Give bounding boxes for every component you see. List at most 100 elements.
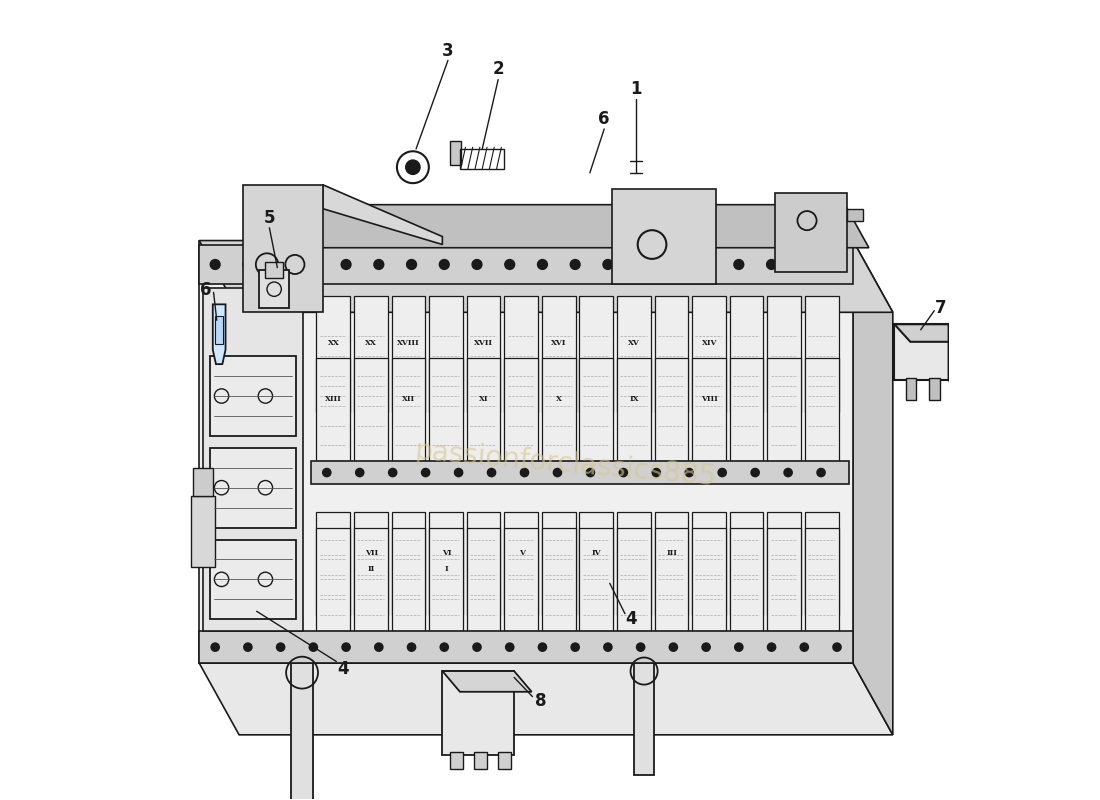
Circle shape — [636, 260, 646, 270]
Bar — [317, 527, 350, 631]
Circle shape — [669, 260, 678, 270]
Bar — [263, 205, 845, 217]
Circle shape — [768, 643, 776, 651]
Bar — [392, 527, 426, 631]
Bar — [613, 189, 716, 285]
Bar — [429, 296, 463, 412]
Polygon shape — [212, 304, 226, 364]
Bar — [805, 527, 838, 631]
Bar — [729, 527, 763, 631]
Polygon shape — [847, 209, 862, 221]
Bar — [768, 296, 801, 412]
Text: 6: 6 — [200, 281, 211, 299]
Bar — [617, 296, 651, 412]
Circle shape — [473, 643, 481, 651]
Text: XI: XI — [480, 395, 488, 403]
Circle shape — [718, 469, 726, 477]
Bar — [504, 296, 538, 412]
Text: IV: IV — [592, 549, 602, 557]
Circle shape — [685, 469, 693, 477]
Circle shape — [734, 260, 744, 270]
Polygon shape — [263, 205, 869, 248]
Bar — [450, 751, 463, 769]
Bar — [466, 358, 500, 462]
Bar — [580, 296, 613, 412]
Bar — [692, 358, 726, 462]
Circle shape — [603, 260, 613, 270]
Bar — [498, 751, 510, 769]
Text: passionforclassics885: passionforclassics885 — [414, 437, 718, 491]
Bar — [617, 358, 651, 462]
Circle shape — [751, 469, 759, 477]
Bar — [805, 296, 838, 412]
Circle shape — [374, 260, 384, 270]
Bar — [317, 296, 350, 412]
Polygon shape — [442, 671, 531, 692]
Polygon shape — [852, 241, 893, 735]
Bar — [354, 296, 387, 412]
Bar — [460, 149, 504, 169]
Circle shape — [833, 643, 842, 651]
Bar — [450, 141, 461, 165]
Text: VIII: VIII — [701, 395, 718, 403]
Circle shape — [801, 643, 808, 651]
Circle shape — [309, 643, 317, 651]
Bar — [392, 512, 426, 615]
Bar — [199, 245, 853, 285]
Bar — [776, 193, 847, 273]
Bar — [504, 358, 538, 462]
Text: XVIII: XVIII — [397, 338, 420, 346]
Circle shape — [309, 260, 318, 270]
Bar — [542, 296, 575, 412]
Bar — [542, 527, 575, 631]
Text: X: X — [557, 395, 562, 403]
Text: V: V — [518, 549, 525, 557]
Circle shape — [619, 469, 627, 477]
Bar — [263, 217, 845, 241]
Bar — [204, 288, 302, 631]
Circle shape — [817, 469, 825, 477]
Bar — [692, 296, 726, 412]
Bar — [805, 358, 838, 462]
Text: IX: IX — [629, 395, 639, 403]
Bar — [199, 631, 853, 663]
Bar — [617, 527, 651, 631]
Circle shape — [505, 260, 515, 270]
Circle shape — [571, 643, 580, 651]
Text: XII: XII — [403, 395, 416, 403]
Polygon shape — [199, 663, 893, 735]
Text: XIV: XIV — [702, 338, 717, 346]
Bar — [580, 512, 613, 615]
Text: 5: 5 — [264, 210, 275, 227]
Circle shape — [342, 643, 350, 651]
Bar — [542, 512, 575, 615]
Text: 3: 3 — [442, 42, 454, 60]
Circle shape — [652, 469, 660, 477]
Circle shape — [520, 469, 528, 477]
Bar — [210, 539, 297, 619]
Text: XVI: XVI — [551, 338, 566, 346]
Bar — [729, 358, 763, 462]
Text: XV: XV — [628, 338, 640, 346]
Bar — [729, 512, 763, 615]
Polygon shape — [322, 185, 442, 245]
Text: II: II — [367, 565, 375, 573]
Circle shape — [421, 469, 430, 477]
Bar — [265, 262, 283, 278]
Bar — [354, 512, 387, 615]
Circle shape — [454, 469, 463, 477]
Bar — [210, 356, 297, 436]
Circle shape — [604, 643, 612, 651]
Circle shape — [355, 469, 364, 477]
Bar — [192, 468, 212, 496]
Bar — [617, 512, 651, 615]
Circle shape — [243, 260, 253, 270]
Polygon shape — [199, 241, 853, 663]
Circle shape — [244, 643, 252, 651]
Bar — [905, 378, 916, 400]
Circle shape — [784, 469, 792, 477]
Circle shape — [440, 260, 449, 270]
Bar — [692, 527, 726, 631]
Polygon shape — [948, 324, 965, 398]
Bar — [504, 512, 538, 615]
